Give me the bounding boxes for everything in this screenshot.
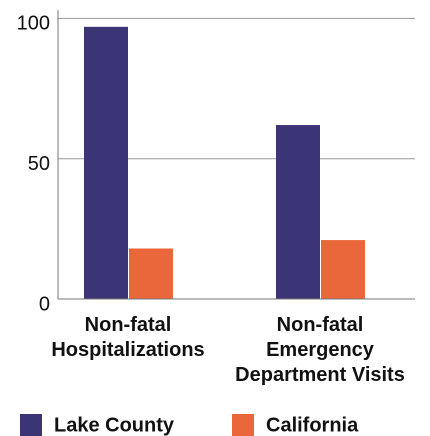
- x-tick-label: Non-fatal Hospitalizations: [51, 314, 205, 361]
- y-tick-label: 0: [39, 293, 50, 315]
- bar: [276, 125, 320, 299]
- bar: [129, 248, 173, 299]
- x-tick-label: Non-fatal Emergency Department Visits: [235, 314, 405, 386]
- y-tick-label: 100: [17, 13, 50, 35]
- bar: [84, 26, 128, 299]
- legend-swatch: [232, 414, 254, 436]
- bar: [321, 240, 365, 299]
- legend-swatch: [20, 414, 42, 436]
- y-tick-label: 50: [28, 153, 50, 175]
- legend-label: California: [266, 414, 359, 436]
- legend-label: Lake County: [54, 414, 175, 436]
